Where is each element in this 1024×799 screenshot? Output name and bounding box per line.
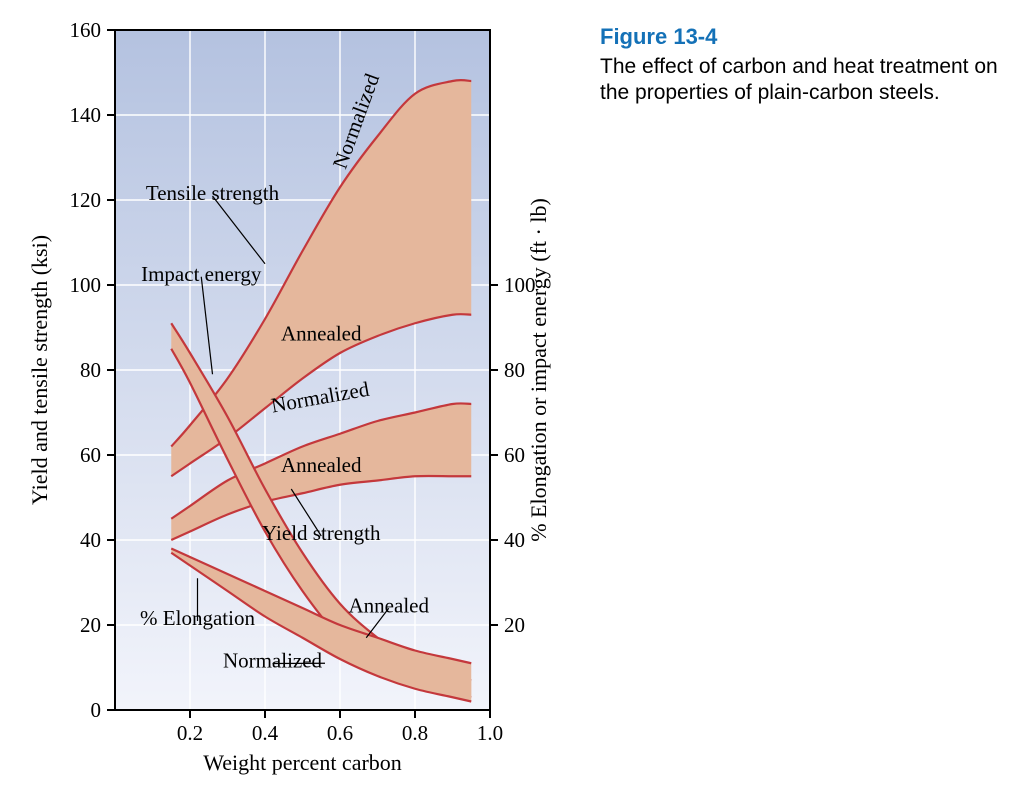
svg-text:Normalized: Normalized [223,649,323,673]
figure-title: Figure 13-4 [600,24,1000,50]
svg-text:80: 80 [504,358,525,382]
svg-text:20: 20 [504,613,525,637]
svg-text:160: 160 [70,18,102,42]
svg-text:% Elongation or impact energy: % Elongation or impact energy (ft · lb) [526,198,551,542]
svg-text:40: 40 [80,528,101,552]
svg-text:Weight percent carbon: Weight percent carbon [203,750,402,775]
figure-caption-text: The effect of carbon and heat treatment … [600,54,1000,107]
svg-text:60: 60 [504,443,525,467]
svg-text:100: 100 [70,273,102,297]
svg-text:20: 20 [80,613,101,637]
properties-chart: 0.2 0.4 0.6 0.8 1.0 Weight percent carbon 0 20 4… [20,10,560,780]
svg-text:120: 120 [70,188,102,212]
svg-text:0.4: 0.4 [252,721,279,745]
svg-text:% Elongation: % Elongation [140,606,255,630]
svg-text:Annealed: Annealed [349,593,430,617]
svg-text:Annealed: Annealed [281,321,362,345]
svg-text:Tensile strength: Tensile strength [146,181,280,205]
svg-text:40: 40 [504,528,525,552]
svg-text:0.6: 0.6 [327,721,353,745]
svg-text:Annealed: Annealed [281,453,362,477]
svg-text:1.0: 1.0 [477,721,503,745]
chart-container: 0.2 0.4 0.6 0.8 1.0 Weight percent carbon 0 20 4… [20,10,560,780]
svg-text:140: 140 [70,103,102,127]
svg-text:0.8: 0.8 [402,721,428,745]
svg-text:Impact energy: Impact energy [141,262,262,286]
svg-text:0: 0 [91,698,102,722]
svg-text:80: 80 [80,358,101,382]
svg-text:Yield strength: Yield strength [262,521,381,545]
svg-text:0.2: 0.2 [177,721,203,745]
svg-text:60: 60 [80,443,101,467]
svg-text:Yield and tensile strength (ks: Yield and tensile strength (ksi) [27,235,52,505]
figure-caption: Figure 13-4 The effect of carbon and hea… [600,24,1000,107]
